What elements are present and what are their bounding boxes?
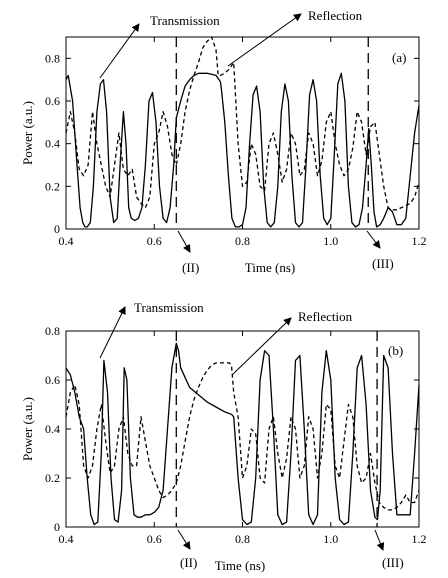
x-tick-label-b-4: 1.2 (412, 532, 427, 546)
y-axis-label-a: Power (a.u.) (20, 101, 35, 165)
chart-panel-b: (b) Power (a.u.) Time (ns) Transmission … (20, 300, 427, 573)
annotation-marker-ii-b: (II) (180, 555, 197, 570)
x-tick-label-b-0: 0.4 (59, 532, 74, 546)
y-tick-label-b-1: 0.2 (45, 471, 60, 485)
annotation-marker-ii-a: (II) (182, 260, 199, 275)
annotation-reflection-b: Reflection (298, 309, 353, 324)
series-transmission-b (65, 342, 420, 526)
annotation-arrow-ii-a (177, 230, 191, 253)
x-axis-label-a: Time (ns) (245, 260, 295, 275)
y-tick-label-a-2: 0.4 (45, 137, 60, 151)
x-tick-label-a-0: 0.4 (59, 234, 74, 248)
series-transmission-a (65, 72, 420, 228)
series-reflection-a (65, 36, 420, 211)
y-axis-label-b: Power (a.u.) (20, 397, 35, 461)
y-tick-label-b-2: 0.4 (45, 422, 60, 436)
annotation-transmission-a: Transmission (150, 13, 220, 28)
panel-label-b: (b) (388, 343, 403, 358)
x-tick-label-a-4: 1.2 (412, 234, 427, 248)
annotation-arrow-reflection-a (227, 13, 302, 67)
annotation-arrow-transmission-a (99, 23, 140, 79)
annotation-arrow-iii-b (374, 529, 385, 551)
y-tick-label-a-3: 0.6 (45, 94, 60, 108)
x-tick-label-a-1: 0.6 (147, 234, 162, 248)
annotation-reflection-a: Reflection (308, 8, 363, 23)
annotation-transmission-b: Transmission (134, 300, 204, 315)
x-tick-label-a-2: 0.8 (235, 234, 250, 248)
annotation-arrow-ii-b (177, 529, 191, 550)
annotation-arrow-transmission-b (99, 306, 126, 359)
y-tick-label-a-1: 0.2 (45, 179, 60, 193)
chart-panel-a: (a) Power (a.u.) Time (ns) Transmission … (20, 8, 427, 275)
panel-label-a: (a) (392, 50, 406, 65)
y-tick-label-a-0: 0 (54, 222, 60, 236)
x-tick-label-b-2: 0.8 (235, 532, 250, 546)
y-tick-label-a-4: 0.8 (45, 51, 60, 65)
x-tick-label-b-3: 1.0 (323, 532, 338, 546)
series-reflection-b (65, 362, 420, 511)
annotation-marker-iii-a: (III) (372, 256, 394, 271)
annotation-arrow-iii-a (366, 230, 381, 249)
y-tick-label-b-3: 0.6 (45, 373, 60, 387)
y-tick-label-b-4: 0.8 (45, 324, 60, 338)
y-tick-label-b-0: 0 (54, 520, 60, 534)
annotation-marker-iii-b: (III) (382, 555, 404, 570)
x-tick-label-a-3: 1.0 (323, 234, 338, 248)
annotation-arrow-reflection-b (231, 317, 292, 376)
x-axis-label-b: Time (ns) (215, 558, 265, 573)
x-tick-label-b-1: 0.6 (147, 532, 162, 546)
